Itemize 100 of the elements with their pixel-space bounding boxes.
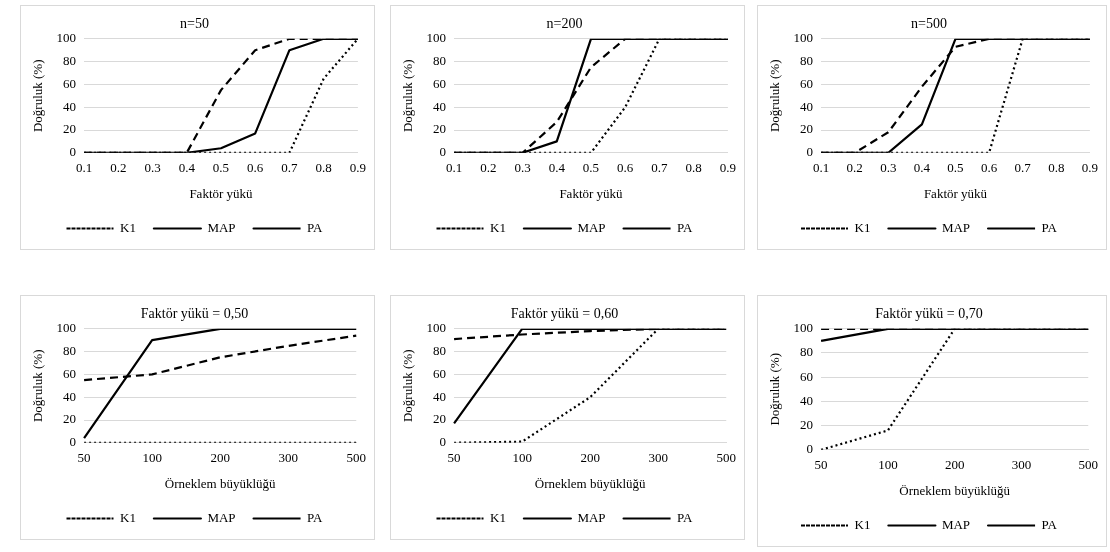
legend-label: PA (1041, 219, 1058, 235)
y-tick-label: 80 (800, 53, 814, 69)
x-tick-label: 500 (716, 450, 736, 466)
x-tick-label: 0.2 (846, 160, 863, 176)
legend-label: PA (307, 509, 324, 525)
legend-label: PA (1041, 516, 1058, 532)
legend-label: K1 (490, 509, 506, 525)
y-tick-label: 0 (69, 144, 77, 160)
x-tick-label: 50 (77, 450, 91, 466)
y-tick-label: 40 (63, 388, 77, 404)
chart-title: n=200 (546, 16, 583, 32)
legend-label: PA (677, 219, 694, 235)
x-tick-label: 0.5 (947, 160, 964, 176)
y-tick-label: 20 (800, 121, 814, 137)
legend-label: K1 (854, 516, 871, 532)
legend-label: PA (307, 219, 324, 235)
x-tick-label: 0.6 (247, 160, 264, 176)
y-tick-label: 20 (63, 121, 77, 137)
x-tick-label: 0.3 (880, 160, 897, 176)
x-tick-label: 200 (580, 450, 600, 466)
x-tick-label: 300 (648, 450, 668, 466)
x-axis-title: Faktör yükü (559, 185, 624, 201)
y-axis-title: Doğruluk (%) (767, 353, 783, 426)
x-tick-label: 0.9 (1081, 160, 1098, 176)
x-tick-label: 200 (210, 450, 230, 466)
y-tick-label: 20 (63, 411, 77, 427)
y-tick-label: 40 (433, 98, 447, 114)
y-tick-label: 40 (800, 392, 814, 408)
x-tick-label: 0.5 (212, 160, 230, 176)
legend-label: K1 (120, 509, 136, 525)
x-tick-label: 0.7 (281, 160, 299, 176)
legend-label: MAP (577, 509, 606, 525)
y-tick-label: 20 (800, 417, 814, 433)
chart-title: n=50 (180, 16, 209, 32)
x-tick-label: 50 (814, 457, 828, 473)
x-tick-label: 300 (278, 450, 298, 466)
legend-label: MAP (207, 219, 236, 235)
legend-label: K1 (854, 219, 871, 235)
y-axis-title: Doğruluk (%) (767, 59, 783, 133)
y-tick-label: 100 (793, 320, 814, 336)
y-tick-label: 80 (433, 343, 447, 359)
x-tick-label: 0.2 (110, 160, 127, 176)
legend-label: PA (677, 509, 694, 525)
legend-label: MAP (577, 219, 606, 235)
y-tick-label: 0 (806, 441, 814, 457)
x-tick-label: 0.5 (582, 160, 600, 176)
y-tick-label: 20 (433, 411, 447, 427)
legend-label: MAP (207, 509, 236, 525)
x-tick-label: 200 (944, 457, 965, 473)
x-tick-label: 0.1 (445, 160, 463, 176)
x-tick-label: 100 (878, 457, 898, 473)
y-tick-label: 40 (800, 98, 814, 114)
y-tick-label: 60 (433, 75, 447, 91)
x-tick-label: 300 (1011, 457, 1032, 473)
x-axis-title: Faktör yükü (923, 185, 988, 201)
x-tick-label: 0.9 (349, 160, 366, 176)
y-axis-title: Doğruluk (%) (30, 349, 46, 423)
y-tick-label: 80 (800, 344, 814, 360)
x-axis-title: Faktör yükü (189, 185, 254, 201)
x-tick-label: 0.1 (75, 160, 93, 176)
y-tick-label: 60 (63, 365, 77, 381)
x-tick-label: 50 (447, 450, 461, 466)
y-tick-label: 100 (426, 320, 447, 336)
chart-title: Faktör yükü = 0,70 (875, 306, 983, 322)
x-tick-label: 0.9 (719, 160, 736, 176)
legend-label: MAP (941, 516, 971, 532)
y-tick-label: 100 (793, 30, 814, 46)
y-tick-label: 60 (800, 368, 814, 384)
legend-label: K1 (120, 219, 136, 235)
x-tick-label: 0.3 (514, 160, 531, 176)
y-tick-label: 60 (433, 365, 447, 381)
x-tick-label: 0.6 (980, 160, 998, 176)
x-tick-label: 0.4 (913, 160, 931, 176)
x-tick-label: 500 (346, 450, 366, 466)
chart-title: Faktör yükü = 0,50 (140, 306, 249, 322)
x-tick-label: 0.6 (617, 160, 634, 176)
x-tick-label: 0.7 (1014, 160, 1032, 176)
x-tick-label: 0.4 (178, 160, 196, 176)
chart-title: n=500 (911, 16, 947, 32)
x-axis-title: Örneklem büyüklüğü (899, 482, 1011, 498)
y-tick-label: 0 (439, 434, 447, 450)
y-axis-title: Doğruluk (%) (400, 59, 416, 133)
x-axis-title: Örneklem büyüklüğü (164, 475, 277, 491)
x-tick-label: 0.3 (144, 160, 161, 176)
y-tick-label: 100 (426, 30, 447, 46)
y-tick-label: 60 (800, 75, 814, 91)
y-tick-label: 80 (433, 53, 447, 69)
y-axis-title: Doğruluk (%) (400, 349, 416, 423)
x-tick-label: 100 (142, 450, 162, 466)
x-tick-label: 0.4 (548, 160, 566, 176)
y-tick-label: 40 (433, 388, 447, 404)
y-tick-label: 60 (63, 75, 77, 91)
x-tick-label: 0.7 (651, 160, 669, 176)
x-tick-label: 0.8 (1048, 160, 1065, 176)
y-tick-label: 0 (69, 434, 77, 450)
x-tick-label: 0.8 (315, 160, 332, 176)
x-tick-label: 500 (1078, 457, 1098, 473)
y-tick-label: 100 (56, 320, 77, 336)
y-tick-label: 80 (63, 343, 77, 359)
y-tick-label: 80 (63, 53, 77, 69)
